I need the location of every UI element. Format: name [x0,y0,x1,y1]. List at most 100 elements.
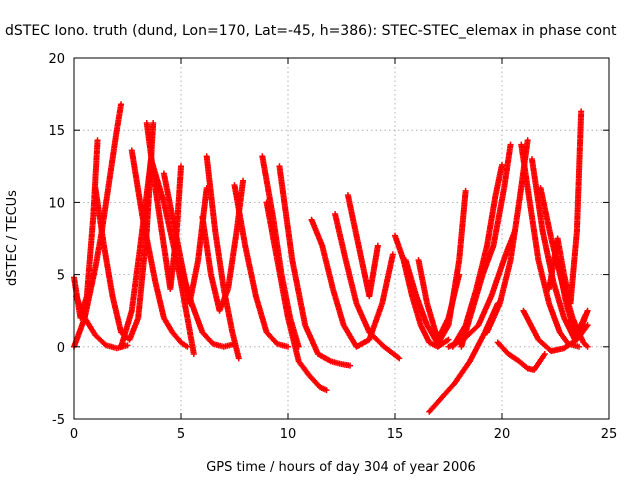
series-markers [567,229,580,305]
series-markers [463,287,479,327]
data-point [150,119,157,126]
series-markers [129,149,146,219]
series-14 [263,199,330,394]
series-markers [414,294,430,327]
series-markers [92,186,107,248]
series-markers [536,337,553,353]
series-markers [114,102,124,132]
series-markers [367,330,387,349]
data-point [323,387,330,394]
series-16 [308,216,396,350]
series-markers [316,351,333,364]
series-markers [259,154,276,219]
series-markers [332,212,349,262]
data-point [124,342,131,349]
series-markers [507,201,522,262]
series-markers [73,294,88,320]
series-markers [506,351,521,364]
series-markers [382,344,401,361]
series-33 [554,257,591,343]
data-point [576,343,583,350]
data-point [240,177,247,184]
data-point [584,307,591,314]
series-markers [169,215,184,262]
series-markers [229,331,242,360]
data-point [524,137,531,144]
series-markers [527,201,542,262]
series-markers [554,237,567,276]
series-3 [73,293,131,352]
series-markers [173,164,184,233]
series-markers [212,229,227,291]
data-point [462,187,469,194]
series-markers [161,316,175,334]
data-point [389,251,396,258]
series-markers [330,287,347,327]
data-point [285,343,291,350]
series-markers [452,359,472,385]
series-markers [418,323,432,344]
data-point [347,362,354,369]
series-26 [494,339,548,373]
series-markers [170,330,183,345]
series-7 [143,119,184,293]
series-markers [152,186,167,248]
series-22 [426,300,501,415]
series-markers [274,258,291,320]
series-markers [129,244,144,313]
series-markers [139,215,158,284]
series-markers [484,193,499,248]
series-markers [127,316,141,341]
series-19 [392,232,452,350]
series-markers [526,365,536,373]
data-point [118,101,125,108]
series-markers [296,359,312,378]
x-tick-label: 20 [494,427,511,442]
series-markers [562,337,579,351]
series-markers [345,193,362,248]
series-markers [217,287,231,313]
series-markers [424,302,441,341]
series-markers [409,294,424,327]
series-markers [84,215,97,298]
data-point [445,336,452,343]
data-point [178,163,184,170]
series-markers [473,244,490,291]
series-20 [402,187,469,347]
series-markers [392,234,406,262]
chart-title: dSTEC Iono. truth (dund, Lon=170, Lat=-4… [5,23,617,39]
series-markers [555,258,569,305]
series-markers [521,309,541,342]
series-markers [109,294,124,334]
series-17 [332,210,403,362]
series-markers [574,309,590,342]
series-15 [276,163,354,369]
series-markers [276,164,296,262]
x-tick-label: 10 [280,427,297,442]
series-markers [307,374,322,389]
series-markers [318,385,328,393]
series-markers [174,258,191,320]
series-markers [161,172,176,219]
data-point [584,343,591,350]
series-markers [264,330,280,346]
series-markers [341,323,359,349]
series-markers [354,302,372,334]
series-18 [344,192,381,300]
series-markers [518,143,533,204]
y-tick-label: 5 [57,269,65,284]
series-markers [189,302,205,334]
y-tick-label: 10 [48,196,65,211]
series-markers [343,258,360,305]
series-markers [450,323,468,349]
series-12 [231,182,291,350]
series-6 [128,147,191,350]
x-tick-label: 0 [70,427,78,442]
series-markers [581,340,590,349]
series-markers [118,309,135,349]
series-markers [492,163,505,197]
series-markers [445,273,462,320]
y-tick-label: 20 [48,52,65,67]
series-markers [574,110,585,233]
series-markers [517,359,530,371]
